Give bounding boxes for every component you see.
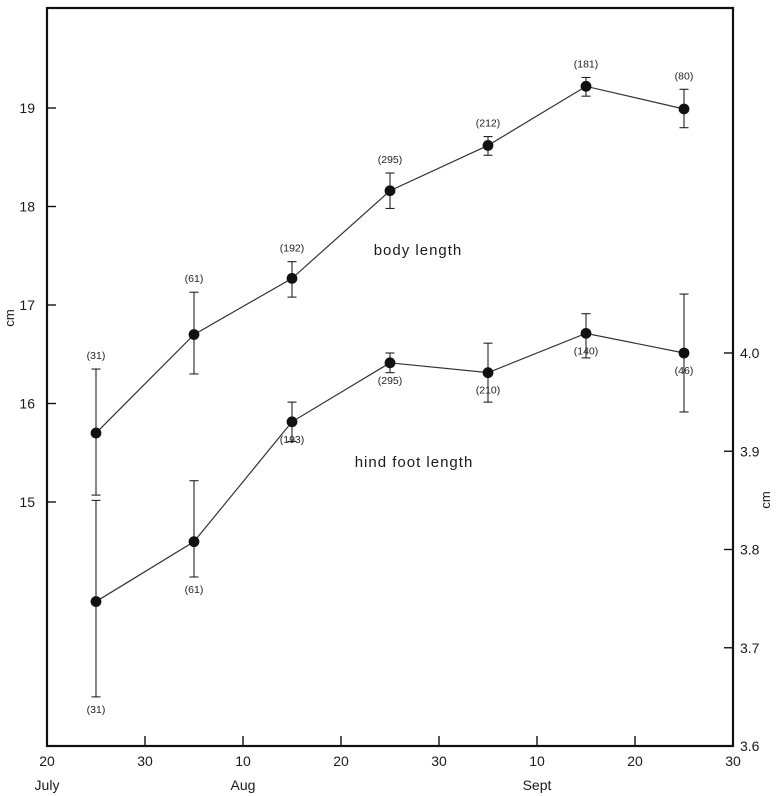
x-tick-label: 30 bbox=[137, 753, 153, 769]
x-tick-label: 30 bbox=[431, 753, 447, 769]
sample-size-label: (61) bbox=[185, 273, 204, 285]
sample-size-label: (295) bbox=[378, 154, 403, 166]
x-tick-label: 10 bbox=[529, 753, 545, 769]
x-tick-label: 10 bbox=[235, 753, 251, 769]
left-y-tick-label: 19 bbox=[19, 100, 35, 116]
data-point bbox=[580, 327, 592, 339]
x-tick-label: 20 bbox=[39, 753, 55, 769]
hind-foot-length-series: (31) (61) (193) (295) (210) (140) (46) bbox=[87, 293, 694, 716]
x-tick-label: 30 bbox=[725, 753, 741, 769]
x-month-label: July bbox=[35, 777, 60, 793]
data-point bbox=[90, 596, 102, 607]
sample-size-label: (295) bbox=[378, 375, 403, 387]
sample-size-label: (192) bbox=[280, 243, 305, 255]
sample-size-label: (31) bbox=[87, 704, 106, 716]
series-layer: (31) (61) (192) (295) (212) (181) (80) (31) (61)… bbox=[87, 58, 694, 715]
body-length-label: body length bbox=[374, 242, 463, 259]
sample-size-label: (140) bbox=[574, 345, 599, 357]
right-y-tick-label: 4.0 bbox=[740, 345, 760, 361]
plot-frame bbox=[45, 6, 735, 748]
right-y-tick-label: 3.8 bbox=[740, 542, 760, 558]
data-point bbox=[188, 329, 200, 340]
body-length-series: (31) (61) (192) (295) (212) (181) (80) bbox=[87, 58, 694, 496]
data-point bbox=[678, 347, 690, 359]
right-y-axis-title: cm bbox=[758, 491, 773, 508]
data-point bbox=[90, 427, 102, 439]
x-axis: 20 30 10 20 30 10 20 30 July Aug Sept bbox=[35, 736, 741, 793]
sample-size-label: (212) bbox=[476, 118, 501, 130]
data-point bbox=[384, 357, 396, 369]
left-y-axis-title: cm bbox=[2, 309, 17, 326]
sample-size-label: (31) bbox=[87, 350, 106, 362]
data-point bbox=[188, 536, 200, 548]
left-y-tick-label: 16 bbox=[19, 396, 35, 412]
data-point bbox=[580, 80, 592, 92]
x-month-label: Sept bbox=[523, 777, 552, 793]
right-y-tick-label: 3.7 bbox=[740, 640, 760, 656]
left-y-tick-label: 18 bbox=[19, 199, 35, 215]
sample-size-label: (193) bbox=[280, 434, 305, 446]
data-point bbox=[482, 367, 494, 379]
data-point bbox=[286, 416, 298, 428]
x-tick-label: 20 bbox=[333, 753, 349, 769]
right-y-tick-label: 3.6 bbox=[740, 738, 760, 754]
left-y-tick-label: 15 bbox=[19, 494, 35, 510]
data-point bbox=[482, 140, 494, 151]
sample-size-label: (210) bbox=[476, 385, 501, 397]
data-point bbox=[286, 273, 298, 284]
sample-size-label: (46) bbox=[675, 365, 694, 377]
right-y-tick-label: 3.9 bbox=[740, 443, 760, 459]
x-tick-label: 20 bbox=[627, 753, 643, 769]
left-y-axis: 15 16 17 18 19 cm bbox=[2, 100, 56, 510]
data-point bbox=[678, 103, 690, 115]
hind-foot-length-label: hind foot length bbox=[355, 454, 474, 471]
sample-size-label: (61) bbox=[185, 584, 204, 596]
x-month-label: Aug bbox=[231, 777, 256, 793]
sample-size-label: (80) bbox=[675, 70, 694, 82]
sample-size-label: (181) bbox=[574, 58, 599, 70]
right-y-axis: 3.6 3.7 3.8 3.9 4.0 cm bbox=[724, 345, 773, 754]
data-point bbox=[384, 185, 396, 197]
left-y-tick-label: 17 bbox=[19, 297, 35, 313]
